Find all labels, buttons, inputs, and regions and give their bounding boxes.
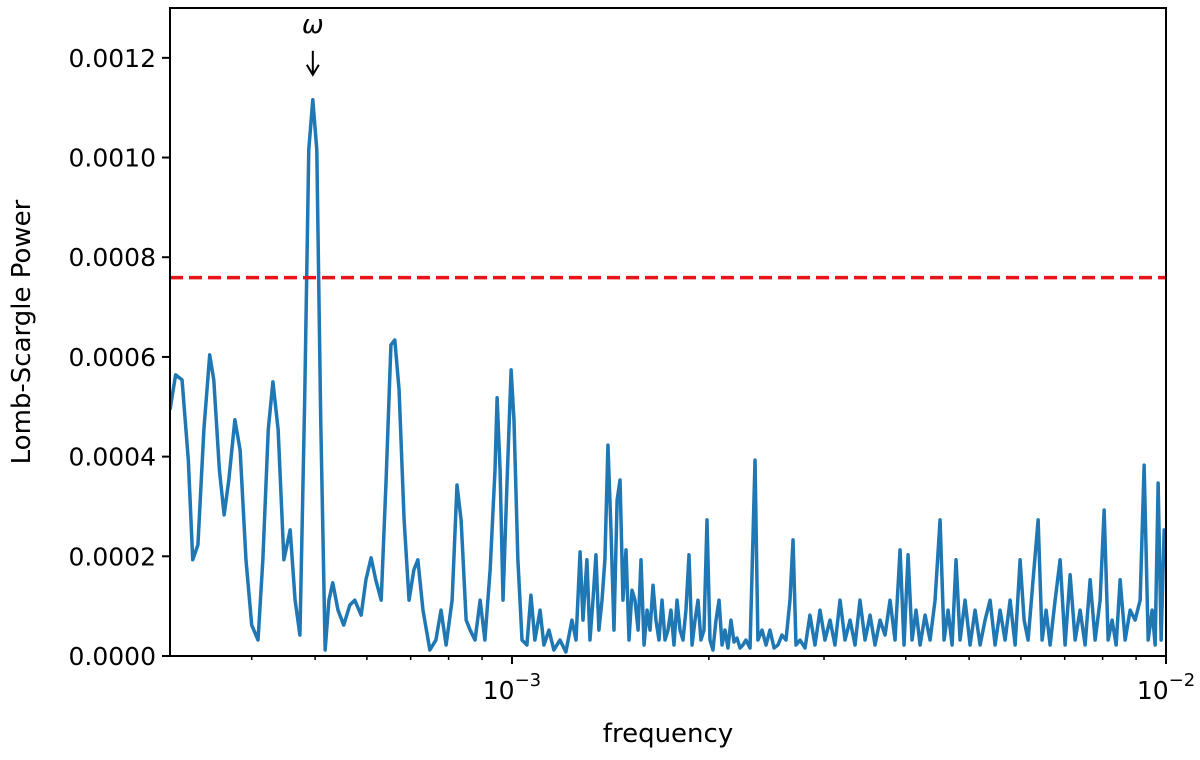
x-tick-base: 10 — [1137, 676, 1169, 705]
x-tick-label: 10−3 — [483, 670, 541, 705]
annotation-arrowhead — [305, 64, 320, 77]
x-tick-label: 10−2 — [1137, 670, 1195, 705]
x-axis-label: frequency — [603, 719, 733, 749]
y-tick-label: 0.0000 — [69, 642, 156, 671]
series-line — [170, 97, 1166, 654]
x-tick-base: 10 — [483, 676, 515, 705]
annotation-text: ω — [302, 10, 324, 40]
y-tick-label: 0.0010 — [69, 144, 156, 173]
plot-area — [170, 97, 1166, 654]
y-tick-label: 0.0004 — [69, 443, 156, 472]
y-tick-label: 0.0006 — [69, 343, 156, 372]
y-tick-label: 0.0008 — [69, 243, 156, 272]
y-axis-label: Lomb-Scargle Power — [7, 199, 37, 464]
y-tick-label: 0.0012 — [69, 44, 156, 73]
axes-frame — [169, 7, 1167, 657]
x-tick-exponent: −2 — [1169, 670, 1196, 691]
x-tick-exponent: −3 — [515, 670, 542, 691]
y-tick-label: 0.0002 — [69, 542, 156, 571]
